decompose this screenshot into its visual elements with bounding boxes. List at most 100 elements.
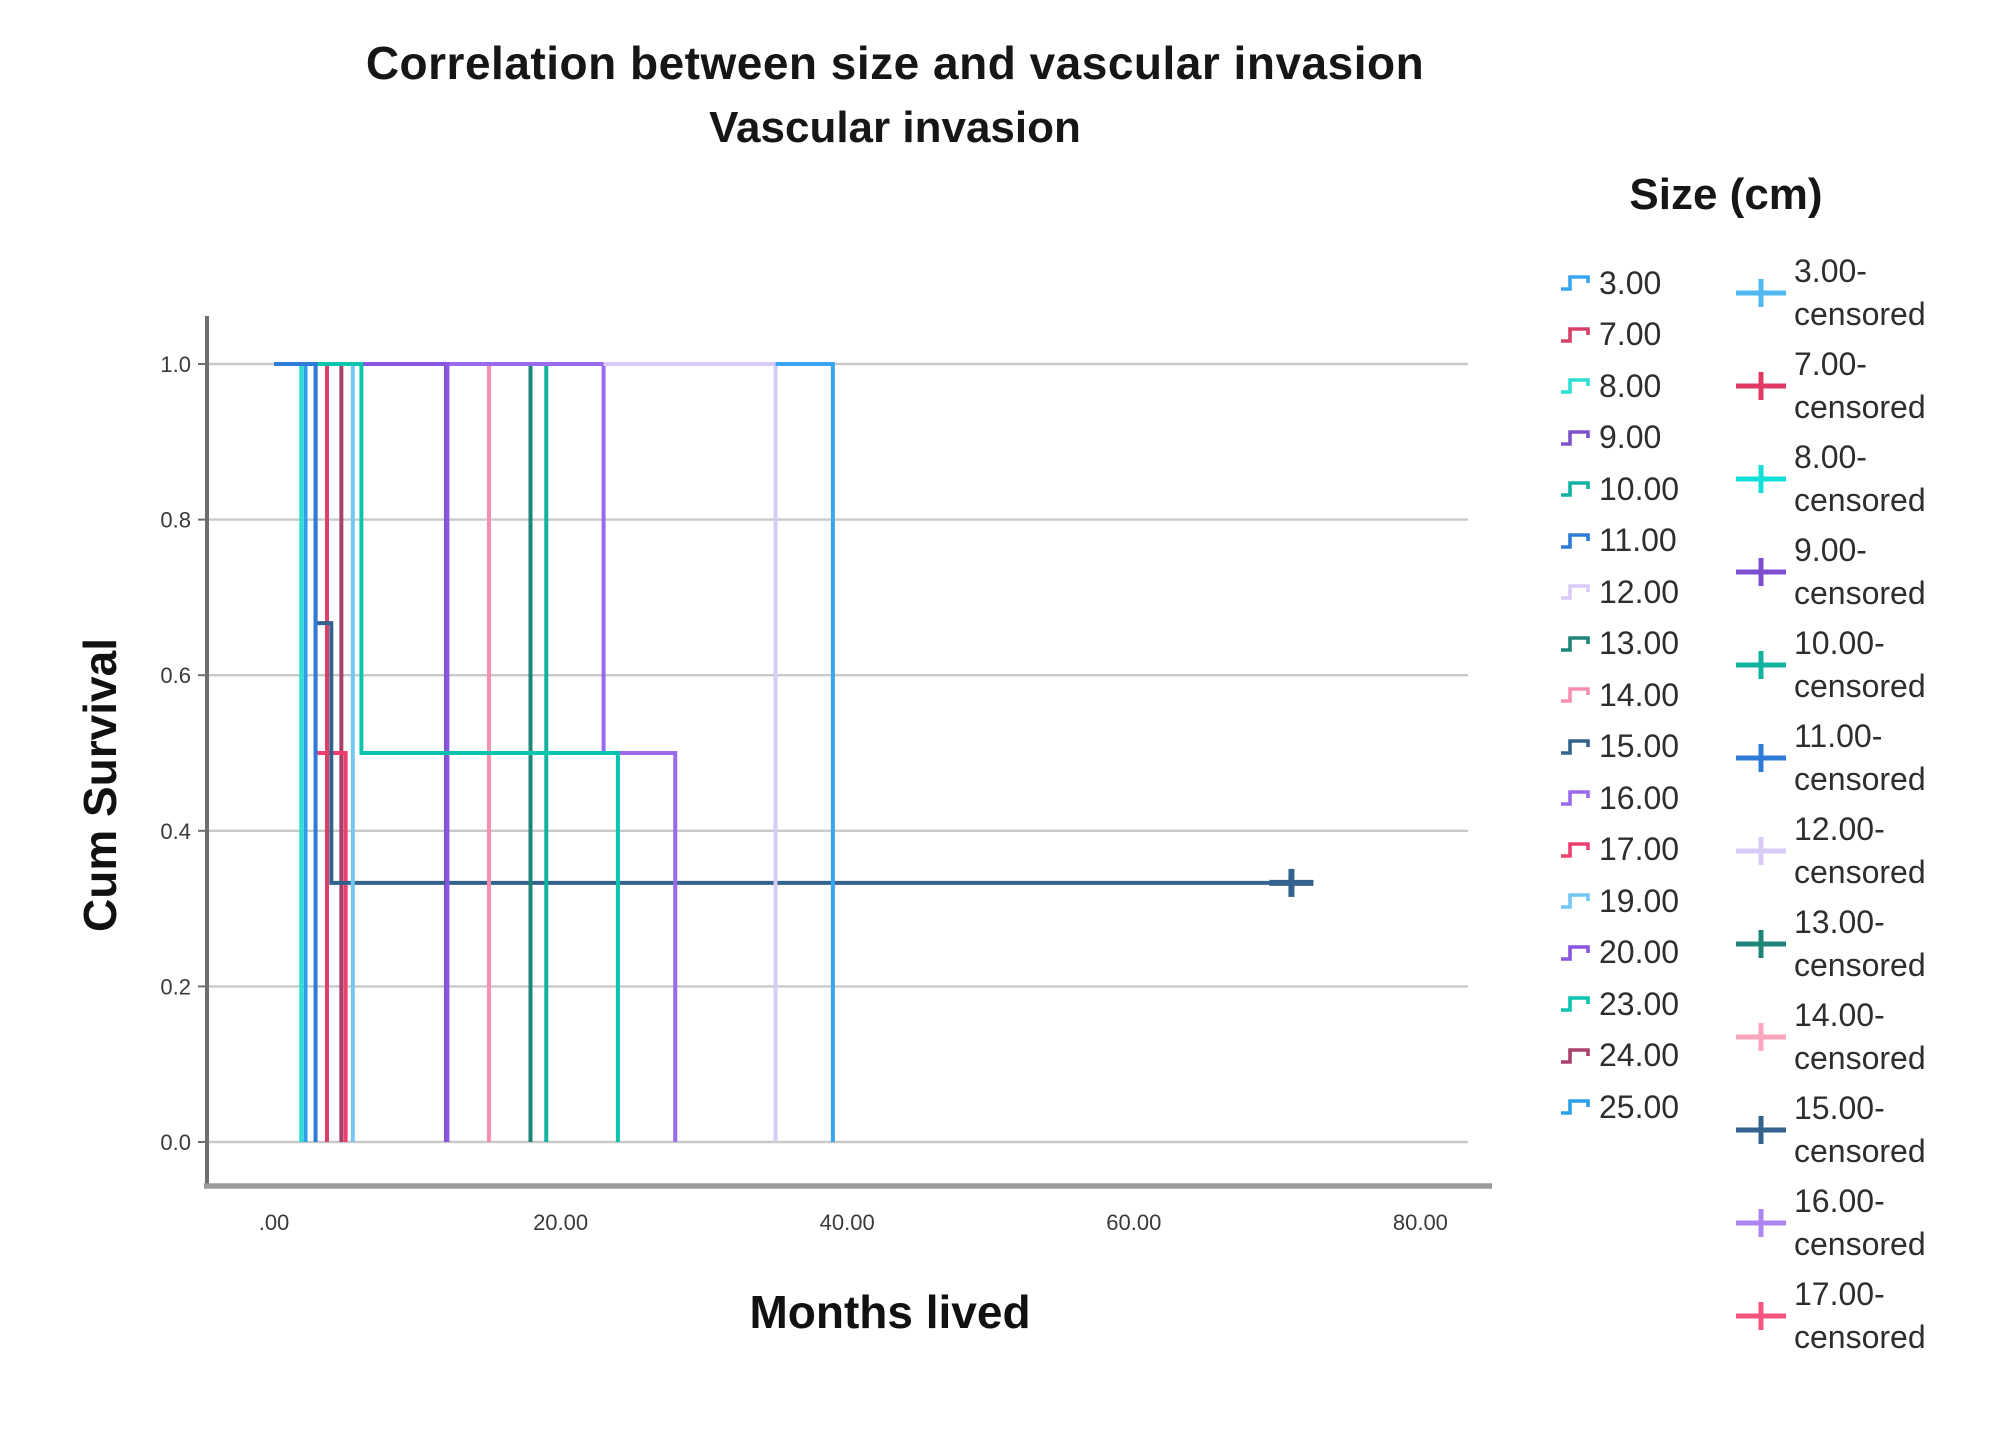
step-line-swatch-icon — [1561, 790, 1590, 806]
series-line-3.00 — [775, 362, 835, 1142]
legend-item-12.00: 12.00 — [1560, 566, 1679, 618]
legend-censored-label: 10.00- censored — [1794, 622, 1926, 708]
legend-item-9.00: 9.00 — [1560, 412, 1661, 464]
y-tick-label-0.0: 0.0 — [160, 1130, 191, 1155]
legend-censored-label-line1: 10.00- — [1794, 625, 1885, 661]
legend-item-label: 24.00 — [1599, 1037, 1680, 1073]
step-line-swatch-icon — [1561, 326, 1590, 343]
step-line-swatch-icon — [1561, 378, 1590, 394]
legend-item-24.00: 24.00 — [1560, 1030, 1679, 1082]
step-line-swatch-icon — [1561, 1099, 1590, 1115]
legend-censored-label-line1: 15.00- — [1794, 1090, 1885, 1126]
legend-censored-label-line2: censored — [1794, 389, 1926, 425]
legend-item-label: 10.00 — [1599, 470, 1680, 507]
legend-censored-label-line2: censored — [1794, 854, 1926, 890]
step-line-swatch-path — [1561, 378, 1590, 394]
legend-censored-label-line2: censored — [1794, 1319, 1926, 1355]
legend-censored-label-line1: 11.00- — [1794, 718, 1883, 754]
legend-censored-label-line2: censored — [1794, 1133, 1926, 1169]
step-line-swatch-icon — [1561, 481, 1590, 497]
legend-censored-item-14.00-censored: 14.00- censored — [1734, 994, 1926, 1080]
legend-censored-label-line1: 7.00- — [1794, 346, 1867, 382]
legend-censored-label: 13.00- censored — [1794, 901, 1926, 987]
legend-censored-label-line1: 3.00- — [1794, 253, 1867, 289]
censored-cross-icon — [1736, 744, 1786, 772]
step-line-swatch-icon — [1561, 687, 1590, 703]
x-tick-label-80.00: 80.00 — [1393, 1210, 1448, 1235]
series-line-11.00 — [274, 362, 318, 1142]
x-tick-label-40.00: 40.00 — [820, 1210, 875, 1235]
legend-item-19.00: 19.00 — [1560, 875, 1679, 927]
step-line-swatch-path — [1561, 429, 1590, 446]
legend-censored-item-8.00-censored: 8.00- censored — [1734, 436, 1926, 522]
legend-censored-label: 8.00- censored — [1794, 436, 1926, 522]
legend-censored-item-13.00-censored: 13.00- censored — [1734, 901, 1926, 987]
step-line-swatch-path — [1561, 275, 1590, 291]
legend-item-3.00: 3.00 — [1560, 257, 1661, 309]
step-line-swatch-icon — [1561, 635, 1590, 652]
legend-censored-label: 14.00- censored — [1794, 994, 1926, 1080]
legend-title: Size (cm) — [1629, 170, 1823, 219]
y-tick-label-0.2: 0.2 — [160, 974, 191, 999]
legend-censored-label-line2: censored — [1794, 668, 1926, 704]
step-line-swatch-path — [1561, 1047, 1590, 1064]
legend-censored-label-line1: 16.00- — [1794, 1183, 1885, 1219]
legend-item-13.00: 13.00 — [1560, 618, 1679, 670]
censored-cross-icon — [1736, 837, 1786, 865]
legend-censored-label: 11.00- censored — [1794, 715, 1926, 801]
legend-item-label: 17.00 — [1599, 831, 1680, 867]
legend-censored-item-15.00-censored: 15.00- censored — [1734, 1087, 1926, 1173]
legend-censored-item-17.00-censored: 17.00- censored — [1734, 1273, 1926, 1359]
legend-censored-label-line2: censored — [1794, 947, 1926, 983]
legend-censored-label: 9.00- censored — [1794, 529, 1926, 615]
y-tick-label-0.8: 0.8 — [160, 508, 191, 533]
censored-cross-icon — [1736, 1023, 1786, 1051]
x-tick-label-20.00: 20.00 — [533, 1210, 588, 1235]
legend-item-label: 23.00 — [1599, 985, 1680, 1022]
step-line-swatch-path — [1561, 635, 1590, 652]
legend-item-label: 16.00 — [1599, 779, 1680, 816]
legend-censored-item-16.00-censored: 16.00- censored — [1734, 1180, 1926, 1266]
legend-censored-label: 15.00- censored — [1794, 1087, 1926, 1173]
legend-censored-item-12.00-censored: 12.00- censored — [1734, 808, 1926, 894]
legend-item-16.00: 16.00 — [1560, 772, 1679, 824]
legend-censored-label-line1: 17.00- — [1794, 1276, 1885, 1312]
legend-item-label: 19.00 — [1599, 882, 1680, 919]
legend-item-label: 13.00 — [1599, 625, 1680, 661]
step-line-swatch-path — [1561, 687, 1590, 703]
legend-censored-label-line1: 9.00- — [1794, 532, 1867, 568]
step-line-swatch-icon — [1561, 275, 1590, 291]
legend-censored-label: 3.00- censored — [1794, 250, 1926, 336]
step-line-swatch-icon — [1561, 429, 1590, 446]
legend-censored-item-3.00-censored: 3.00- censored — [1734, 250, 1926, 336]
step-line-swatch-path — [1561, 944, 1590, 961]
censored-cross-icon — [1736, 651, 1786, 679]
legend-censored-label-line2: censored — [1794, 296, 1926, 332]
legend-item-label: 9.00 — [1599, 419, 1662, 455]
step-line-swatch-icon — [1561, 841, 1590, 858]
step-line-swatch-path — [1561, 1099, 1590, 1115]
legend-item-23.00: 23.00 — [1560, 978, 1679, 1030]
step-line-swatch-path — [1561, 893, 1590, 909]
legend-censored-label-line2: censored — [1794, 761, 1926, 797]
series-line-17.00 — [274, 362, 348, 1142]
legend-item-20.00: 20.00 — [1560, 927, 1679, 979]
censored-cross-icon — [1736, 930, 1786, 958]
step-line-swatch-icon — [1561, 738, 1590, 755]
legend-censored-item-11.00-censored: 11.00- censored — [1734, 715, 1926, 801]
legend-item-label: 8.00 — [1599, 367, 1662, 404]
legend-item-11.00: 11.00 — [1560, 515, 1677, 567]
step-line-swatch-icon — [1561, 944, 1590, 961]
legend-item-label: 12.00 — [1599, 573, 1680, 610]
legend-item-label: 20.00 — [1599, 934, 1680, 970]
y-tick-label-0.6: 0.6 — [160, 663, 191, 688]
series-line-8.00 — [274, 362, 304, 1142]
legend-item-label: 14.00 — [1599, 676, 1680, 713]
legend-item-17.00: 17.00 — [1560, 824, 1679, 876]
censored-cross-icon — [1736, 465, 1786, 493]
legend-item-8.00: 8.00 — [1560, 360, 1661, 412]
legend-censored-label-line1: 12.00- — [1794, 811, 1885, 847]
legend-censored-label-line1: 13.00- — [1794, 904, 1885, 940]
censored-cross-icon — [1736, 558, 1786, 586]
